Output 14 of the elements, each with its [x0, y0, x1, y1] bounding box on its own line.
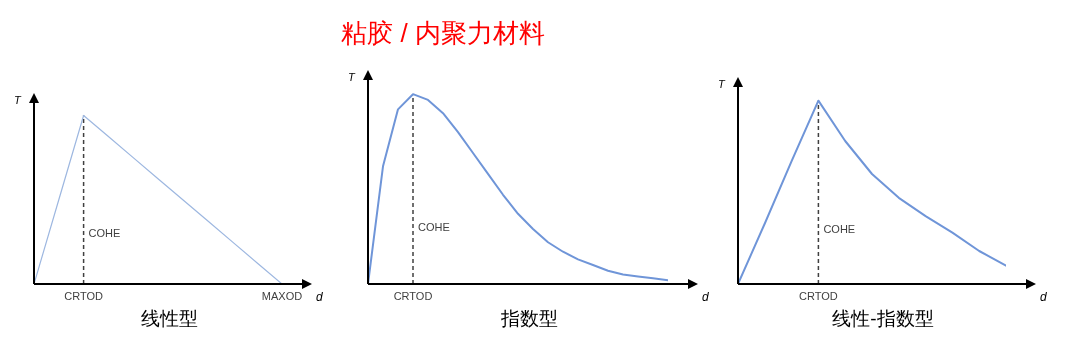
text: 指数型 — [499, 307, 559, 331]
x-axis-title: d — [316, 290, 323, 304]
annotation: COHE — [823, 222, 856, 235]
annotation: COHE — [88, 227, 121, 240]
text: 粘胶 / 内聚力材料 — [340, 17, 546, 50]
y-axis-title: T — [348, 71, 355, 83]
y-axis-title: T — [14, 94, 21, 106]
x-axis-title: d — [702, 290, 709, 304]
annotation: COHE — [418, 220, 450, 233]
text: 线性型 — [139, 307, 199, 331]
x-tick-label: MAXOD — [261, 289, 303, 302]
text: 线性-指数型 — [831, 307, 935, 331]
x-axis-title: d — [1040, 290, 1047, 304]
y-axis-title: T — [718, 78, 725, 90]
